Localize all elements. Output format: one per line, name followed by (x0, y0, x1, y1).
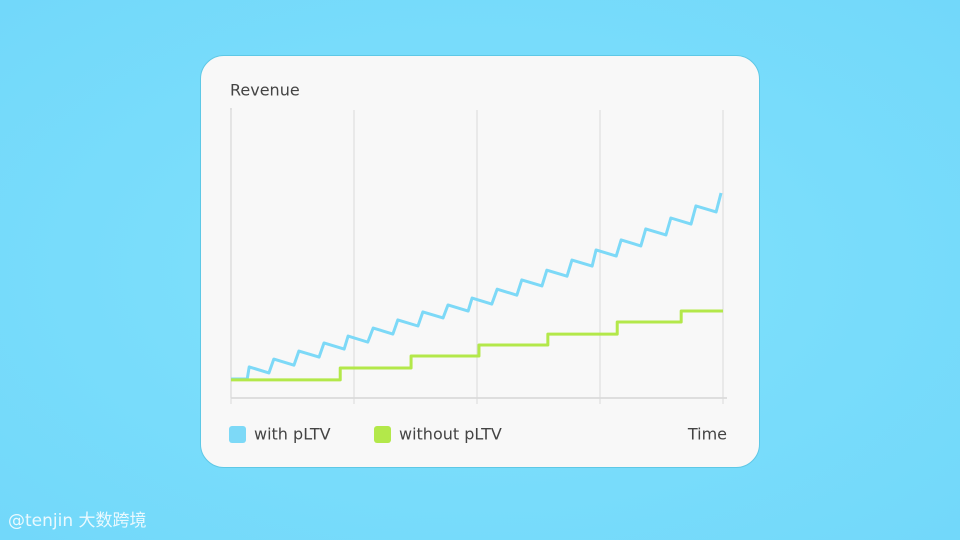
legend-swatch (374, 426, 391, 443)
legend-swatch (229, 426, 246, 443)
chart-card (200, 55, 760, 468)
x-axis-label: Time (687, 425, 727, 444)
series-line (231, 192, 723, 381)
watermark: @tenjin 大数跨境 (8, 511, 147, 531)
series-line (231, 309, 723, 382)
y-axis-label: Revenue (230, 81, 300, 100)
legend-label: without pLTV (399, 425, 502, 444)
legend-label: with pLTV (254, 425, 331, 444)
